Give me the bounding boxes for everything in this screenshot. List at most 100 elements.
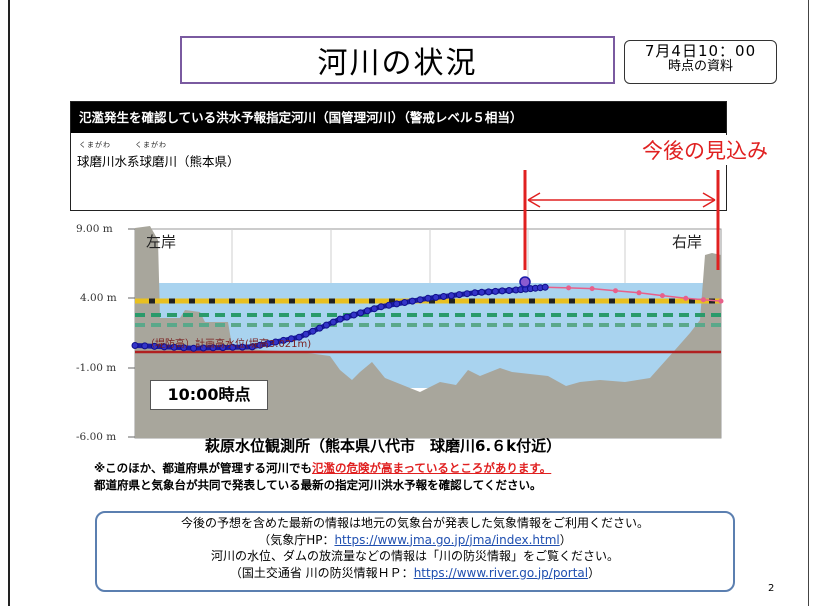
left-bank-label: 左岸	[146, 233, 176, 251]
observed-point	[377, 303, 385, 311]
observed-point	[416, 296, 424, 304]
right-bank-label: 右岸	[672, 233, 702, 251]
observed-point	[209, 344, 217, 352]
observed-point	[131, 342, 139, 349]
observed-point	[160, 343, 168, 351]
river-ruby: くまがわ くまがわ	[79, 141, 167, 149]
slide-right-border	[808, 0, 809, 606]
observed-point	[316, 324, 324, 332]
observed-point	[541, 283, 549, 291]
observed-point	[170, 343, 178, 351]
time-label: 10:00時点	[150, 380, 268, 410]
observed-point	[256, 341, 264, 349]
note-forecast-check: 都道府県と気象台が共同で発表している最新の指定河川洪水予報を確認してください。	[94, 478, 542, 492]
observed-point	[302, 330, 310, 338]
info-panel: 氾濫発生を確認している洪水予報指定河川（国管理河川）（警戒レベル５相当） くまが…	[70, 101, 727, 211]
forecast-point	[683, 295, 689, 301]
guide-line4-suffix: ）	[588, 565, 601, 580]
observed-point	[322, 321, 330, 329]
river-name: 球磨川水系球磨川（熊本県）	[77, 154, 240, 169]
observed-point	[238, 343, 246, 351]
slide-left-border	[8, 0, 10, 606]
observed-point	[463, 290, 471, 298]
forecast-point	[718, 298, 724, 304]
observed-point	[199, 344, 207, 352]
levee-label: （堤防高）計画高水位(堤高3.021m)	[145, 337, 311, 350]
observed-point	[370, 305, 378, 313]
observed-point	[272, 338, 280, 346]
observed-point	[350, 311, 358, 319]
observed-point	[295, 333, 303, 341]
observed-point	[432, 293, 440, 301]
observed-point	[264, 340, 272, 348]
forecast-points	[542, 284, 724, 304]
observed-point	[151, 342, 158, 350]
outlook-arrow-left-head	[527, 192, 541, 208]
observed-point	[219, 344, 227, 352]
info-panel-header: 氾濫発生を確認している洪水予報指定河川（国管理河川）（警戒レベル５相当）	[71, 102, 726, 133]
guide-line4: （国土交通省 川の防災情報ＨＰ：https://www.river.go.jp/…	[97, 565, 733, 582]
date-box: 7月4日10：00 時点の資料	[624, 40, 777, 84]
observed-point	[478, 288, 486, 296]
observed-point	[424, 294, 432, 302]
y-tick-label: -6.00 m	[76, 431, 117, 443]
forecast-point	[613, 288, 618, 294]
observed-point	[498, 287, 506, 295]
observed-point	[336, 315, 344, 323]
river-portal-link[interactable]: https://www.river.go.jp/portal	[413, 565, 589, 580]
observed-points	[131, 283, 549, 352]
observed-point	[471, 289, 479, 297]
forecast-point	[589, 286, 595, 292]
page-title: 河川の状況	[180, 36, 615, 84]
observed-point	[280, 336, 287, 344]
observed-point	[440, 293, 448, 300]
guide-line1: 今後の予想を含めた最新の情報は地元の気象台が発表した気象情報をご利用ください。	[180, 516, 649, 530]
forecast-point	[566, 285, 572, 291]
y-axis-ticks	[128, 228, 135, 438]
y-tick-label: -1.00 m	[76, 362, 117, 374]
outlook-label: 今後の見込み	[640, 135, 770, 165]
observed-point	[447, 292, 455, 300]
guide-line2-prefix: （気象庁HP：	[258, 532, 335, 547]
observed-point	[485, 288, 493, 296]
observed-point	[343, 313, 351, 321]
observed-point	[141, 342, 149, 350]
forecast-point	[659, 293, 665, 299]
outlook-arrow-right-head	[702, 192, 716, 208]
observed-point	[393, 300, 401, 308]
guide-line2: （気象庁HP：https://www.jma.go.jp/jma/index.h…	[97, 532, 733, 549]
observed-point	[363, 307, 371, 315]
y-tick-label: 4.00 m	[80, 292, 117, 304]
guide-line4-prefix: （国土交通省 川の防災情報ＨＰ：	[229, 565, 414, 580]
observed-point	[180, 344, 188, 352]
observed-point	[309, 327, 317, 335]
guide-line3: 河川の水位、ダムの放流量などの情報は「川の防災情報」をご覧ください。	[210, 549, 619, 563]
note-danger-text: 氾濫の危険が高まっているところがあります。	[311, 461, 552, 475]
y-tick-label: 9.00 m	[76, 223, 113, 235]
observed-point	[455, 291, 463, 299]
jma-link[interactable]: https://www.jma.go.jp/jma/index.html	[334, 532, 560, 547]
observed-point	[401, 299, 409, 306]
info-guide-box: 今後の予想を含めた最新の情報は地元の気象台が発表した気象情報をご利用ください。 …	[95, 511, 735, 592]
guide-line2-suffix: ）	[559, 532, 572, 547]
observed-point	[248, 343, 256, 351]
observed-point	[385, 301, 393, 309]
forecast-point	[700, 297, 706, 303]
observed-point	[491, 287, 499, 295]
observed-point	[229, 343, 237, 351]
observed-point	[357, 309, 365, 317]
observed-point	[287, 335, 295, 343]
page-title-text: 河川の状況	[317, 46, 478, 81]
observed-point	[329, 318, 337, 326]
riverbed-ground	[135, 226, 721, 438]
observed-point	[408, 297, 416, 305]
date-line2: 時点の資料	[667, 58, 733, 74]
page-number: 2	[768, 583, 775, 594]
note-other-rivers: ※このほか、都道府県が管理する河川でも氾濫の危険が高まっているところがあります。	[94, 460, 551, 476]
observed-point	[505, 287, 513, 294]
date-line1: 7月4日10：00	[644, 42, 757, 60]
forecast-point	[636, 290, 642, 296]
station-caption: 萩原水位観測所（熊本県八代市 球磨川6.６k付近）	[205, 437, 562, 455]
